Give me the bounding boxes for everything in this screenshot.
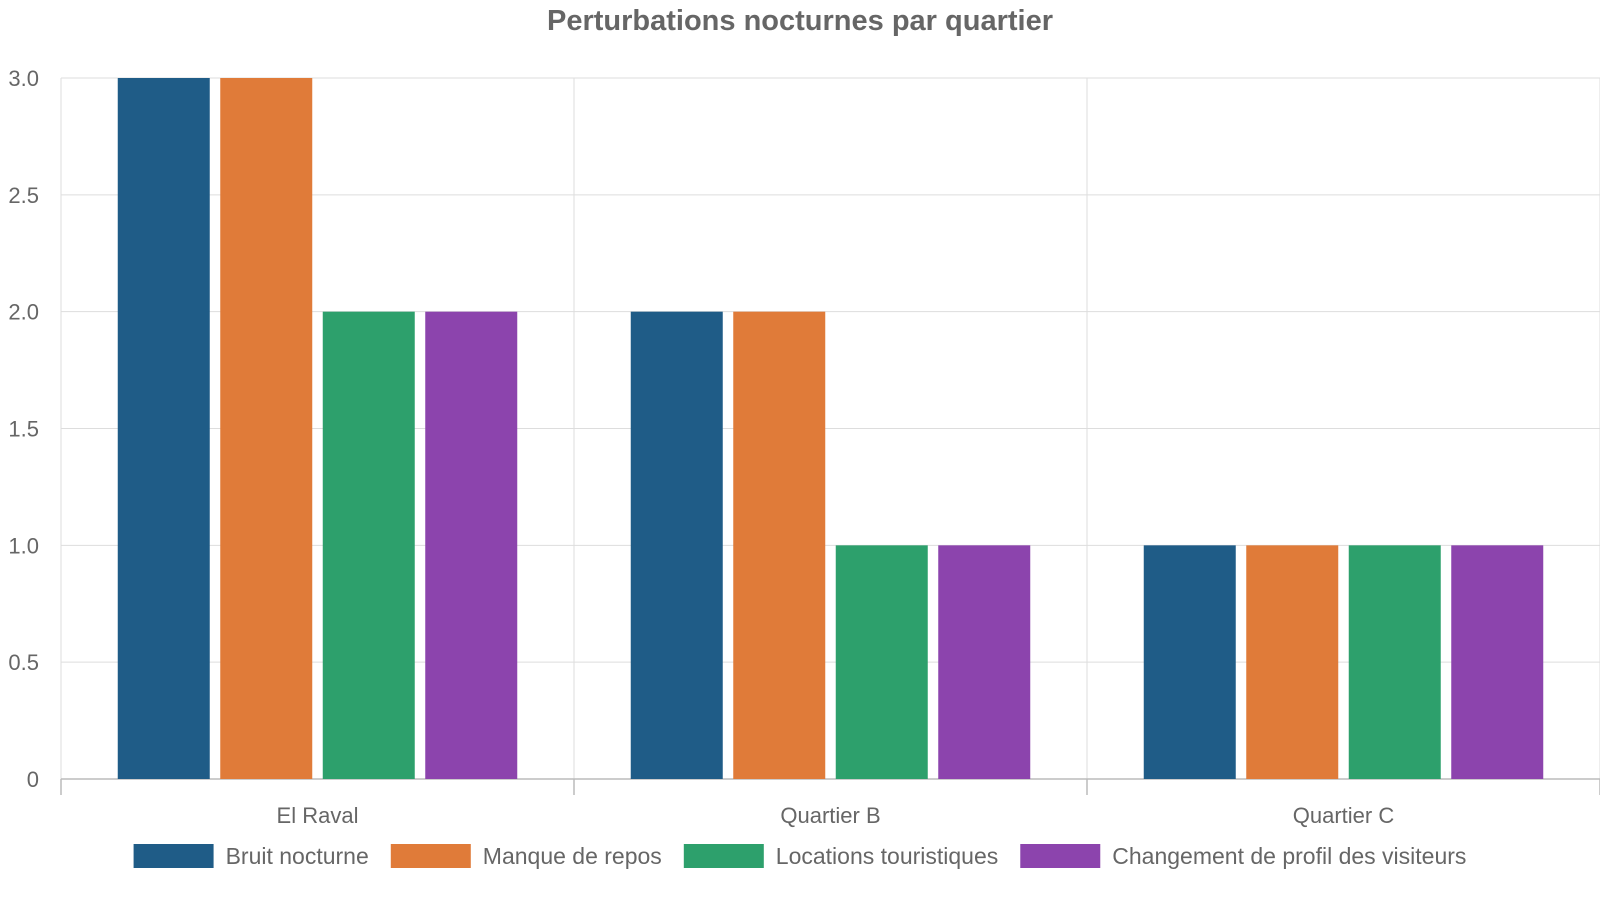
chart-title: Perturbations nocturnes par quartier (547, 5, 1053, 37)
legend-label: Changement de profil des visiteurs (1112, 843, 1466, 869)
bar[interactable] (1348, 545, 1441, 779)
y-tick-label: 0 (27, 767, 39, 792)
legend-swatch (390, 844, 471, 868)
x-category-label: El Raval (277, 803, 359, 828)
y-tick-label: 0.5 (8, 650, 39, 675)
bar[interactable] (938, 545, 1031, 779)
x-category-label: Quartier B (780, 803, 880, 828)
legend-swatch (683, 844, 764, 868)
legend-label: Locations touristiques (776, 843, 998, 869)
bar[interactable] (117, 78, 210, 779)
y-tick-label: 3.0 (8, 66, 39, 91)
bar[interactable] (322, 311, 415, 779)
bar[interactable] (1143, 545, 1236, 779)
y-tick-label: 1.0 (8, 533, 39, 558)
bar[interactable] (425, 311, 518, 779)
x-axis-categories: El Raval Quartier B Quartier C (277, 803, 1395, 828)
legend-swatch (1020, 844, 1101, 868)
y-tick-label: 2.0 (8, 300, 39, 325)
legend-item[interactable]: Changement de profil des visiteurs (1020, 843, 1466, 869)
x-category-label: Quartier C (1293, 803, 1395, 828)
bar[interactable] (630, 311, 723, 779)
legend-item[interactable]: Bruit nocturne (133, 843, 369, 869)
legend[interactable]: Bruit nocturne Manque de repos Locations t… (133, 843, 1467, 869)
y-axis-ticks: 0 0.5 1.0 1.5 2.0 2.5 3.0 (8, 66, 39, 792)
bars (117, 78, 1544, 779)
grid-lines (60, 77, 1600, 795)
legend-item[interactable]: Locations touristiques (683, 843, 998, 869)
legend-label: Manque de repos (483, 843, 662, 869)
legend-item[interactable]: Manque de repos (390, 843, 662, 869)
bar[interactable] (1451, 545, 1544, 779)
y-tick-label: 1.5 (8, 417, 39, 442)
bar[interactable] (835, 545, 928, 779)
bar[interactable] (1246, 545, 1339, 779)
y-tick-label: 2.5 (8, 183, 39, 208)
legend-label: Bruit nocturne (226, 843, 369, 869)
legend-swatch (133, 844, 214, 868)
bar[interactable] (733, 311, 826, 779)
bar[interactable] (220, 78, 313, 779)
